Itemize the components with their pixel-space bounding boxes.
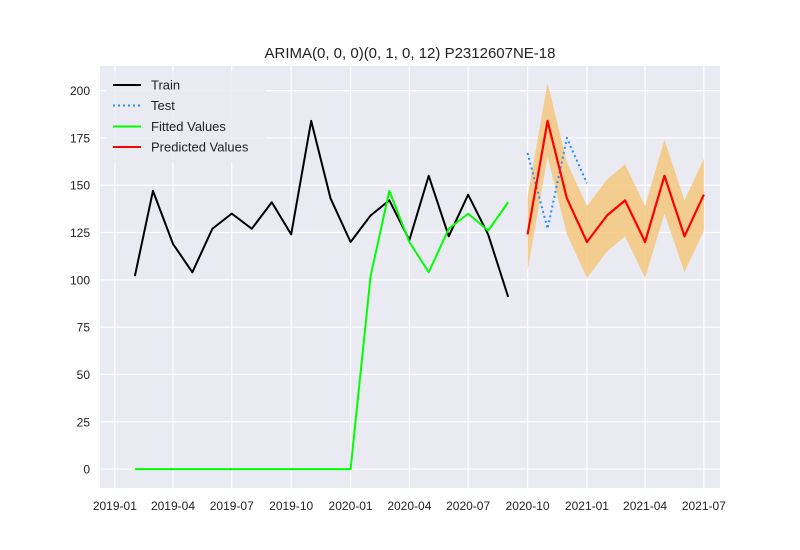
confidence-band	[527, 83, 704, 278]
train-line	[133, 119, 510, 298]
y-tick-label: 25	[77, 415, 91, 429]
y-tick-label: 175	[70, 131, 90, 145]
legend-box	[106, 71, 266, 163]
x-tick-label: 2021-01	[565, 499, 609, 513]
predicted-line	[526, 119, 705, 244]
fitted-line	[134, 189, 509, 471]
x-tick-label: 2019-01	[93, 499, 137, 513]
x-tick-label: 2019-10	[269, 499, 313, 513]
series-lines	[133, 119, 705, 471]
legend-label-test: Test	[151, 98, 175, 113]
y-tick-label: 150	[70, 179, 90, 193]
legend: Train Test Fitted Values Predicted Value…	[106, 71, 266, 163]
y-tick-label: 75	[77, 321, 91, 335]
x-tick-label: 2019-07	[210, 499, 254, 513]
y-tick-label: 100	[70, 273, 90, 287]
x-tick-label: 2020-04	[387, 499, 431, 513]
chart-title: ARIMA(0, 0, 0)(0, 1, 0, 12) P2312607NE-1…	[265, 45, 556, 62]
legend-label-predicted: Predicted Values	[151, 140, 249, 155]
prediction-confidence-band	[527, 83, 704, 278]
test-line	[526, 136, 588, 230]
y-tick-label: 50	[77, 368, 91, 382]
y-tick-label: 0	[83, 463, 90, 477]
x-tick-label: 2021-07	[682, 499, 726, 513]
x-tick-label: 2019-04	[151, 499, 195, 513]
y-axis-ticks: 0 25 50 75 100 125 150 175 200	[70, 84, 90, 476]
y-tick-label: 125	[70, 226, 90, 240]
x-tick-label: 2020-07	[446, 499, 490, 513]
legend-label-fitted: Fitted Values	[151, 119, 226, 134]
x-tick-label: 2020-10	[506, 499, 550, 513]
legend-label-train: Train	[151, 78, 180, 93]
x-axis-ticks: 2019-01 2019-04 2019-07 2019-10 2020-01 2020-…	[93, 499, 726, 513]
x-tick-label: 2021-04	[623, 499, 667, 513]
y-tick-label: 200	[70, 84, 90, 98]
x-tick-label: 2020-01	[329, 499, 373, 513]
